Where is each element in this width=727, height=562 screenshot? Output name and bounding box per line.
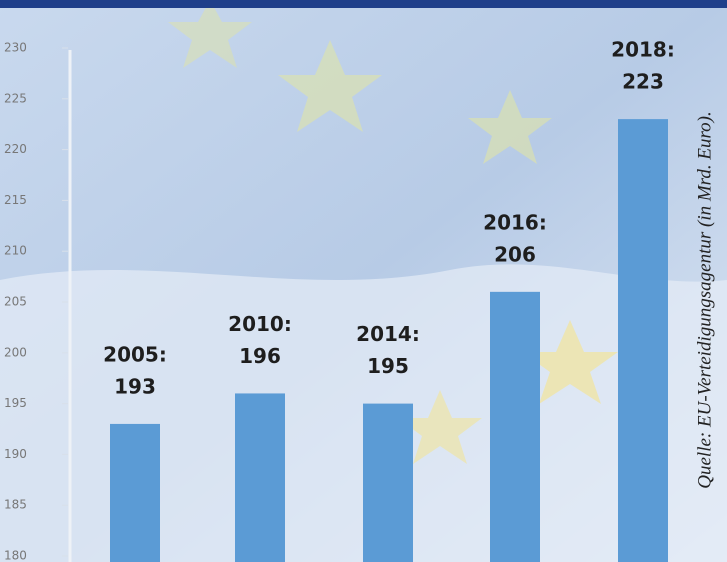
y-tick-label: 185 (4, 498, 27, 512)
category-label: 2016: (483, 210, 547, 234)
value-label: 223 (622, 70, 664, 94)
bar (235, 393, 285, 562)
source-note: Quelle: EU-Verteidigungsagentur (in Mrd.… (694, 111, 715, 488)
bar (110, 423, 160, 562)
category-label: 2014: (356, 322, 420, 346)
value-label: 196 (239, 344, 281, 368)
bar (363, 403, 413, 562)
y-tick-label: 200 (4, 345, 27, 359)
category-label: 2010: (228, 312, 292, 336)
star (278, 40, 382, 132)
bar (490, 291, 540, 562)
value-label: 195 (367, 354, 409, 378)
bar (618, 119, 668, 562)
y-tick-label: 190 (4, 447, 27, 461)
star (168, 0, 252, 68)
category-label: 2005: (103, 342, 167, 366)
value-label: 193 (114, 374, 156, 398)
top-bar (0, 0, 727, 8)
category-label: 2018: (611, 38, 675, 62)
y-tick-label: 210 (4, 244, 27, 258)
y-tick-label: 215 (4, 193, 27, 207)
y-tick-label: 225 (4, 91, 27, 105)
y-tick-label: 230 (4, 41, 27, 55)
star (468, 90, 552, 164)
y-tick-label: 220 (4, 142, 27, 156)
y-tick-label: 205 (4, 295, 27, 309)
star (522, 320, 618, 404)
y-tick-label: 180 (4, 549, 27, 562)
y-tick-label: 195 (4, 396, 27, 410)
star (398, 390, 482, 464)
value-label: 206 (494, 242, 536, 266)
